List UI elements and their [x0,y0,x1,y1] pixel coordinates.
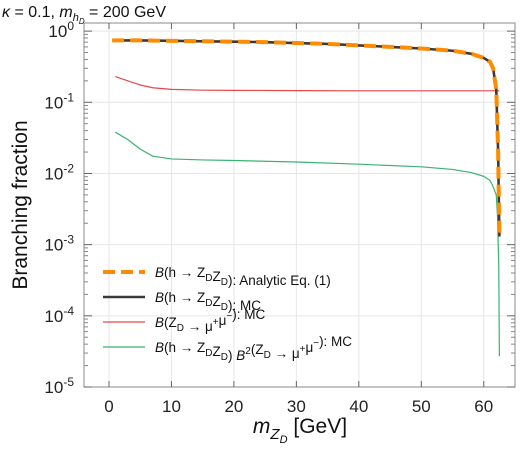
x-tick-label: 30 [287,397,306,416]
chart-title: κ = 0.1, mhD = 200 GeV [2,4,166,26]
x-tick-label: 20 [224,397,243,416]
x-tick-label: 40 [349,397,368,416]
legend-label-analytic: B(h → ZDZD): Analytic Eq. (1) [155,265,331,288]
x-tick-label: 10 [162,397,181,416]
legend: B(h → ZDZD): Analytic Eq. (1)B(h → ZDZD)… [103,265,352,363]
y-tick-label: 10-5 [44,375,74,397]
x-axis-title-text: mZD [GeV] [253,415,347,446]
axis-ticks: 0 10 20 30 40 50 60 10-5 10-4 10-3 10-2 10-1 100 [44,19,515,416]
y-tick-label: 10-2 [44,161,74,183]
legend-label-mc-z: B(ZD → μ+μ−): MC [155,307,265,334]
y-axis-title: Branching fraction [9,120,32,289]
x-tick-label: 0 [104,397,113,416]
grid [84,23,515,388]
y-tick-label: 10-3 [44,233,74,255]
legend-label-mc-product: B(h → ZDZD) B2(ZD → μ+μ−): MC [155,334,352,363]
series-line-mc-z [115,75,500,92]
y-tick-label: 100 [48,19,74,41]
plot-frame [83,22,516,388]
title-text: κ = 0.1, mhD = 200 GeV [2,4,166,26]
series-layer [112,38,502,357]
series-line-mc-product [114,131,500,357]
x-axis-title: mZD [GeV] [253,415,347,446]
y-tick-label: 10-4 [44,304,74,326]
x-tick-label: 60 [474,397,493,416]
series-line-analytic [112,38,502,237]
legend-label-mc-h: B(h → ZDZD): MC [155,290,261,313]
y-tick-label: 10-1 [44,90,74,112]
x-tick-label: 50 [412,397,431,416]
